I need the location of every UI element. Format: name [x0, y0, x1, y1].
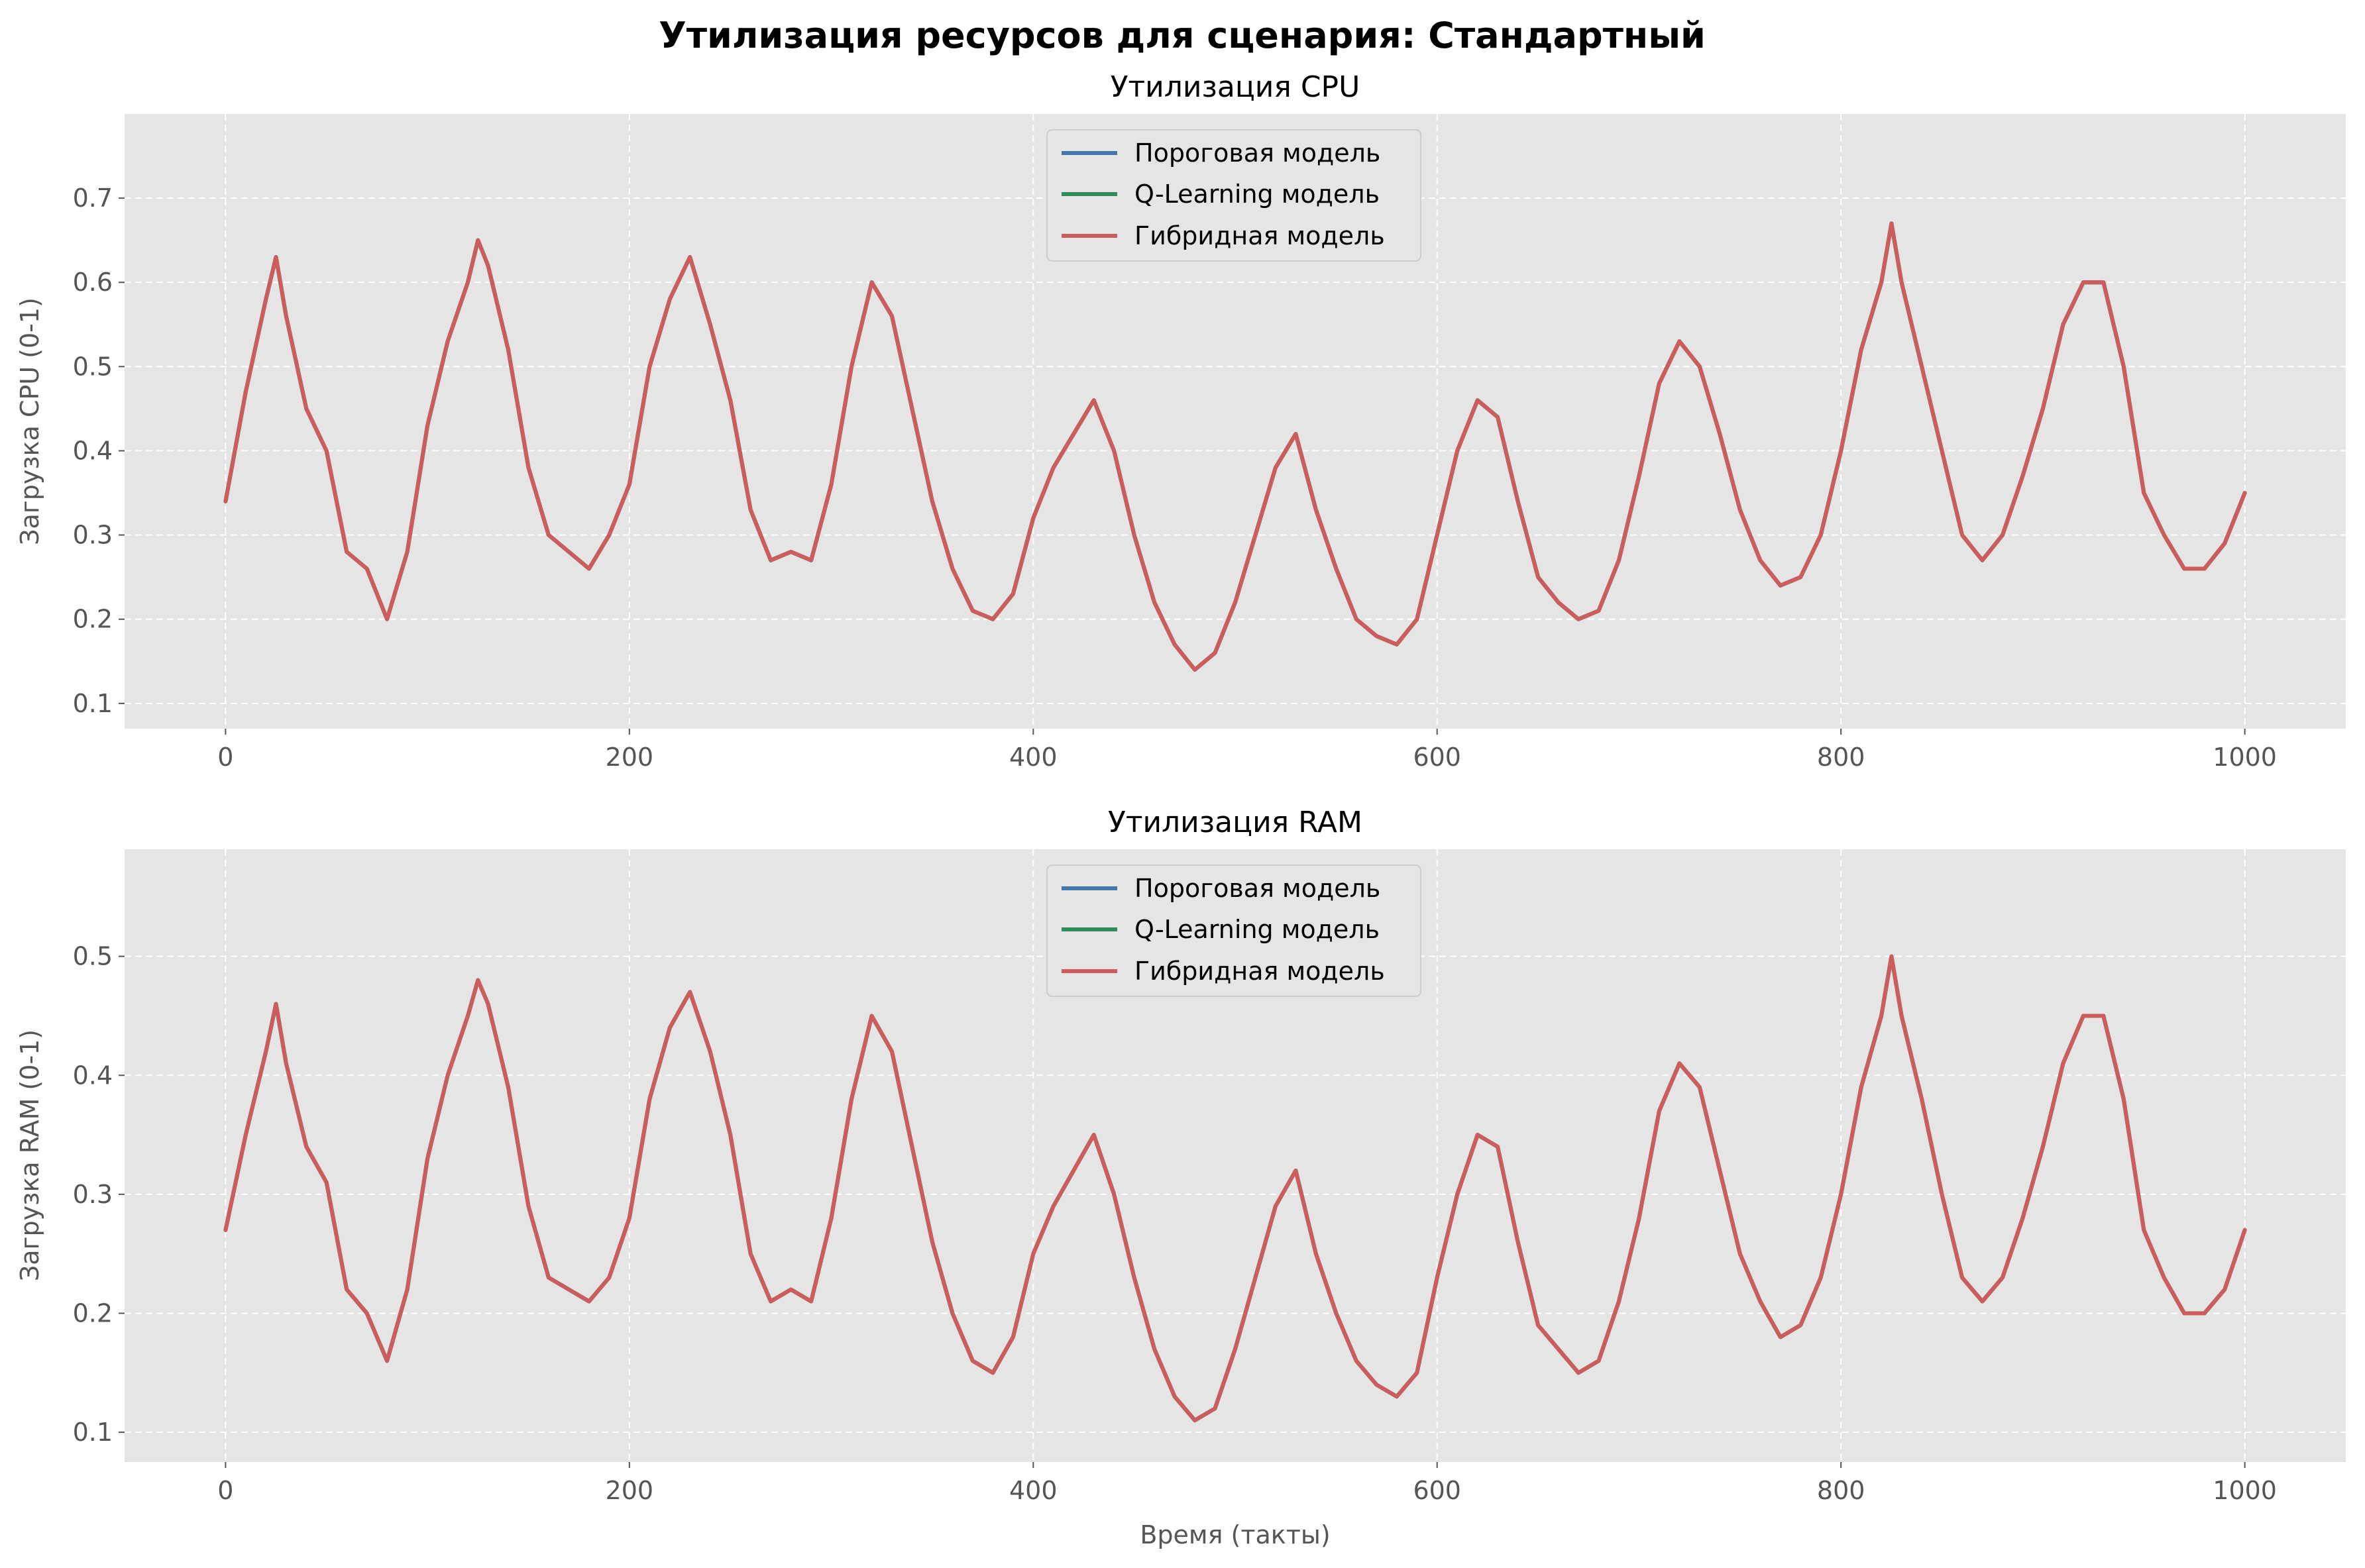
ram-ticks: 0 200 400 600 800 1000 0.1 0.2 0.3 0.4 0.5 — [73, 942, 2277, 1505]
cpu-axes: 0 200 400 600 800 1000 0.1 0.2 0.3 0.4 0.5 0.6 0.7 У… — [15, 70, 2346, 772]
cpu-legend-frame — [1046, 129, 1421, 262]
cpu-x-tick-label: 0 — [217, 743, 233, 772]
cpu-grid — [125, 114, 2346, 729]
cpu-y-tick-label: 0.7 — [73, 183, 113, 213]
cpu-legend-label-threshold: Пороговая модель — [1134, 138, 1380, 168]
ram-x-tick-label: 1000 — [2213, 1476, 2277, 1505]
cpu-series-line-hybrid — [223, 221, 2247, 672]
ram-y-tick-label: 0.5 — [73, 942, 113, 971]
ram-x-tick-label: 200 — [606, 1476, 654, 1505]
figure-suptitle: Утилизация ресурсов для сценария: Станда… — [659, 15, 1706, 56]
cpu-y-tick-label: 0.2 — [73, 605, 113, 634]
ram-y-tick-label: 0.4 — [73, 1061, 113, 1090]
ram-x-axis-label: Время (такты) — [1140, 1520, 1330, 1549]
ram-legend: Пороговая модель Q-Learning модель Гибри… — [1046, 864, 1421, 997]
ram-lines — [223, 954, 2247, 1423]
cpu-x-tick-label: 800 — [1817, 743, 1865, 772]
ram-x-tick-label: 400 — [1009, 1476, 1058, 1505]
cpu-x-tick-label: 600 — [1413, 743, 1461, 772]
cpu-x-tick-label: 1000 — [2213, 743, 2277, 772]
cpu-ticks: 0 200 400 600 800 1000 0.1 0.2 0.3 0.4 0.5 0.6 0.7 — [73, 183, 2277, 772]
ram-grid — [125, 849, 2346, 1462]
cpu-y-tick-label: 0.3 — [73, 521, 113, 550]
cpu-y-tick-label: 0.6 — [73, 268, 113, 297]
cpu-legend-label-hybrid: Гибридная модель — [1134, 221, 1385, 250]
cpu-legend: Пороговая модель Q-Learning модель Гибри… — [1046, 129, 1421, 262]
ram-x-tick-label: 0 — [217, 1476, 233, 1505]
ram-series-line-hybrid — [223, 954, 2247, 1423]
ram-legend-label-threshold: Пороговая модель — [1134, 874, 1380, 903]
ram-y-tick-label: 0.2 — [73, 1298, 113, 1328]
ram-x-tick-label: 800 — [1817, 1476, 1865, 1505]
ram-legend-frame — [1046, 864, 1421, 997]
cpu-y-tick-label: 0.4 — [73, 436, 113, 465]
cpu-x-tick-label: 200 — [606, 743, 654, 772]
cpu-legend-label-qlearning: Q-Learning модель — [1134, 180, 1380, 209]
ram-axes-title: Утилизация RAM — [1108, 806, 1362, 839]
ram-legend-label-qlearning: Q-Learning модель — [1134, 915, 1380, 944]
cpu-y-tick-label: 0.1 — [73, 689, 113, 718]
cpu-lines — [223, 221, 2247, 672]
ram-x-tick-label: 600 — [1413, 1476, 1461, 1505]
ram-legend-label-hybrid: Гибридная модель — [1134, 957, 1385, 986]
ram-y-tick-label: 0.3 — [73, 1180, 113, 1209]
ram-y-axis-label: Загрузка RAM (0-1) — [15, 1029, 44, 1281]
cpu-axes-title: Утилизация CPU — [1111, 70, 1360, 104]
cpu-y-tick-label: 0.5 — [73, 352, 113, 381]
cpu-x-tick-label: 400 — [1009, 743, 1058, 772]
ram-axes: 0 200 400 600 800 1000 0.1 0.2 0.3 0.4 0.5 Утилиза… — [15, 806, 2346, 1549]
ram-y-tick-label: 0.1 — [73, 1418, 113, 1447]
cpu-y-axis-label: Загрузка CPU (0-1) — [15, 297, 44, 545]
